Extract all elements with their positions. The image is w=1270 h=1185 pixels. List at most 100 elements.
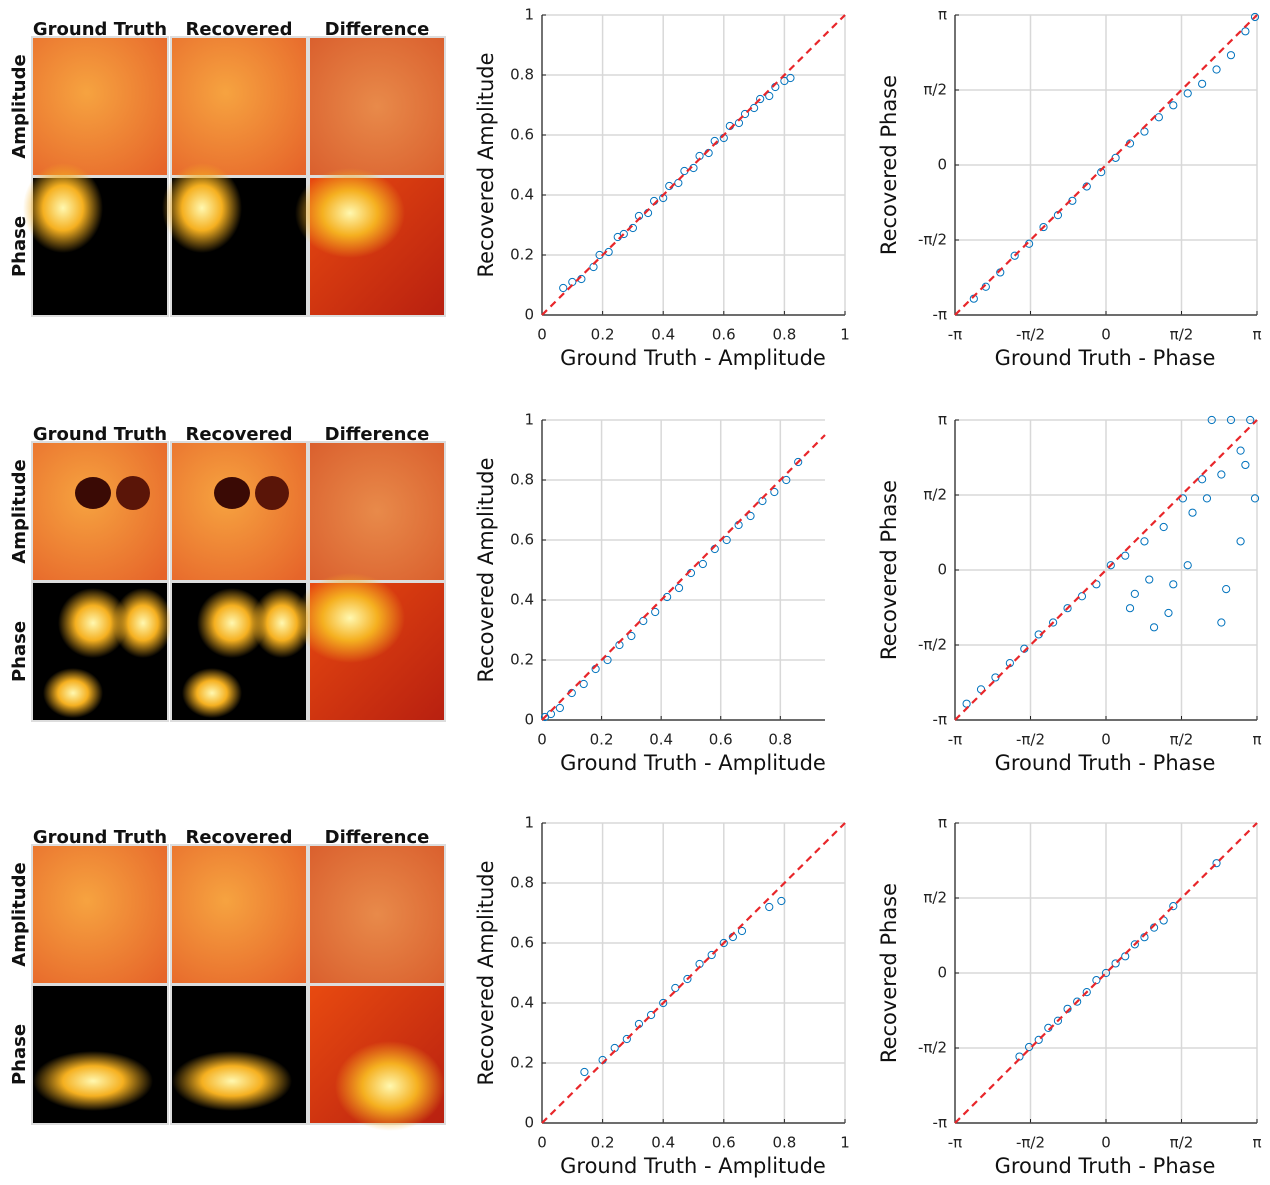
x-tick-label: 0.4 [651,326,675,344]
image-feature [58,588,128,658]
y-tick-label: 1 [524,814,534,832]
image [310,443,444,580]
point [1212,859,1221,868]
x-tick-label: 0.8 [772,1134,796,1152]
point [1169,902,1178,911]
column-header: Ground Truth [33,424,167,445]
chart: -π -π/2 0 π/2 π -π -π/2 0 π/2 π [918,814,1262,1152]
reference-line [541,434,826,721]
y-tick-label: 0.8 [510,874,534,892]
point [627,631,636,641]
x-tick-label: 0 [1101,1134,1111,1152]
point [1198,79,1207,88]
point [1169,101,1178,110]
x-axis-label: Ground Truth - Phase [995,346,1216,370]
image [172,38,306,175]
point [1222,584,1231,594]
point [746,511,755,521]
point [1039,222,1048,232]
image [172,846,306,983]
y-tick-label: 0.2 [510,1054,534,1072]
chart: -π -π/2 0 π/2 π -π -π/2 0 π/2 π [918,411,1262,749]
point [1077,592,1087,601]
x-tick-label: -π [948,1134,962,1152]
x-tick-label: 0 [537,731,547,749]
point [1226,415,1236,425]
y-axis-label: Recovered Phase [877,883,901,1063]
y-axis-label: Recovered Amplitude [474,457,498,682]
point [1202,494,1212,503]
point [555,703,564,713]
image-feature [33,1051,153,1111]
y-tick-label: 0.6 [510,531,534,549]
column-header: Ground Truth [33,19,167,40]
point [1198,475,1207,484]
y-tick-label: 0 [937,561,947,579]
x-tick-label: 0 [1101,731,1111,749]
y-tick-label: π/2 [923,81,947,99]
point [1154,113,1163,122]
x-tick-label: 0.6 [709,731,733,749]
x-tick-label: -π [948,731,962,749]
point [719,938,728,948]
y-tick-label: 0.4 [510,591,534,609]
y-tick-label: -π [933,306,947,324]
point [1183,561,1192,570]
x-axis-label: Ground Truth - Amplitude [560,1154,826,1178]
x-tick-label: 0 [537,1134,547,1152]
y-tick-label: 0.6 [510,126,534,144]
point [1010,251,1019,260]
row-header: Phase [9,1024,30,1085]
point [1063,604,1072,613]
image [33,38,167,175]
x-tick-label: 0 [537,326,547,344]
point [671,983,680,993]
y-tick-label: 1 [524,411,534,429]
column-header: Difference [325,827,430,848]
point [765,91,774,101]
point [1049,618,1058,627]
point [1073,997,1082,1006]
point [1092,976,1101,985]
y-tick-label: -π/2 [918,1039,947,1057]
image-feature [255,476,289,510]
row-header: Phase [9,216,30,277]
point [1106,561,1115,570]
image [310,846,444,983]
point [786,73,795,83]
point [794,457,803,467]
y-tick-label: 0 [524,1114,534,1132]
point [740,109,750,119]
point [1111,959,1120,968]
point [1130,589,1139,598]
column-header: Ground Truth [33,827,167,848]
x-tick-label: 0.6 [712,326,736,344]
image-feature [162,163,242,253]
point [1183,89,1192,98]
y-tick-label: π [938,814,947,832]
image-feature [295,168,405,258]
y-tick-label: -π/2 [918,636,947,654]
point [639,616,648,626]
point [603,655,612,665]
chart: 0 0.2 0.4 0.6 0.8 0 0.2 0.4 0.6 0.8 1 [510,411,825,749]
image-feature [172,1051,292,1111]
reference-line [954,14,1258,316]
x-tick-label: π [1252,731,1261,749]
point [1226,51,1236,60]
y-tick-label: -π/2 [918,231,947,249]
image-feature [252,588,312,658]
x-axis-label: Ground Truth - Phase [995,1154,1216,1178]
point [1101,968,1111,978]
point [1246,415,1255,425]
point [1212,65,1221,74]
point [1217,470,1226,479]
point [1236,446,1245,455]
point [674,178,683,188]
x-tick-label: π [1252,326,1261,344]
image-feature [43,668,103,718]
point [782,475,791,485]
y-axis-label: Recovered Phase [877,480,901,660]
x-axis-label: Ground Truth - Phase [995,751,1216,775]
